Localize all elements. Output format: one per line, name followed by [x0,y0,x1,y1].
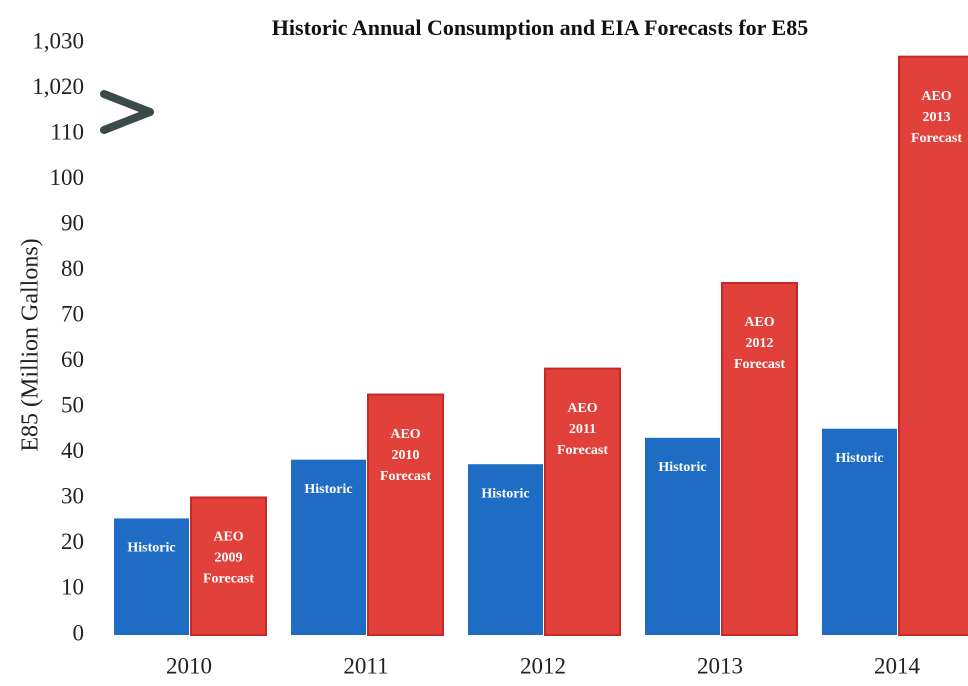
bar-label: 2010 [392,448,420,463]
y-tick-label: 70 [61,302,84,327]
x-tick-label: 2012 [520,653,566,678]
bar [114,518,189,635]
y-tick-label: 20 [61,529,84,554]
y-tick-label: 110 [50,119,84,144]
bar-label: AEO [213,530,243,545]
bar-label: Forecast [380,469,431,484]
bar-label: Forecast [911,131,962,146]
bar [898,55,968,636]
bar-label: Historic [835,451,883,466]
bar-label: Forecast [734,357,785,372]
bar-label: Historic [127,541,175,556]
bar-label: AEO [567,401,597,416]
bar-label: 2012 [746,336,774,351]
bar-label: AEO [390,427,420,442]
y-tick-label: 40 [61,438,84,463]
bar-label: AEO [921,89,951,104]
axis-break [100,90,154,134]
bar [367,393,444,636]
bar [291,459,366,635]
y-tick-label: 0 [73,620,85,645]
bar-label: AEO [744,315,774,330]
bar-label: Historic [304,482,352,497]
bar [468,464,543,635]
y-tick-label: 1,030 [32,28,84,53]
y-tick-label: 100 [50,165,85,190]
bar-label: 2011 [569,422,596,437]
y-tick-label: 10 [61,575,84,600]
y-tick-label: 30 [61,484,84,509]
bar [544,367,621,636]
y-axis-title: E85 (Million Gallons) [18,238,44,451]
bar [190,496,267,636]
y-tick-label: 50 [61,393,84,418]
x-tick-label: 2013 [697,653,743,678]
y-tick-label: 80 [61,256,84,281]
x-tick-label: 2011 [343,653,388,678]
bar [645,437,720,635]
bar [822,428,897,635]
y-tick-label: 60 [61,347,84,372]
bar-label: Forecast [203,572,254,587]
bar-label: Forecast [557,443,608,458]
x-tick-label: 2014 [874,653,921,678]
chart-title: Historic Annual Consumption and EIA Fore… [272,15,808,40]
bar-label: 2009 [215,551,243,566]
y-tick-label: 90 [61,210,84,235]
bar-label: 2013 [923,110,951,125]
y-tick-label: 1,020 [32,74,84,99]
bar-label: Historic [658,460,706,475]
bar [721,281,798,636]
bar-label: Historic [481,486,529,501]
x-tick-label: 2010 [166,653,212,678]
